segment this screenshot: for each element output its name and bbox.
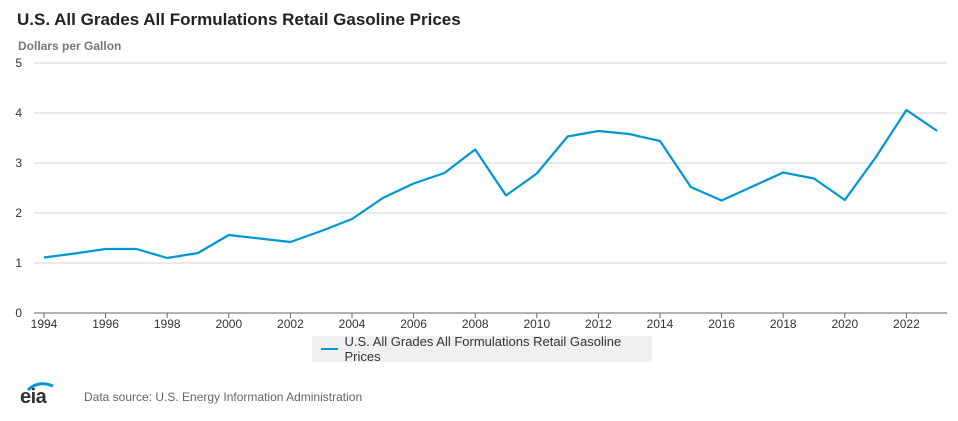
y-tick-label: 0 <box>15 306 22 320</box>
data-point[interactable] <box>286 238 294 246</box>
data-point[interactable] <box>656 137 664 145</box>
x-tick-label: 2004 <box>339 317 366 331</box>
data-point[interactable] <box>410 180 418 188</box>
eia-logo[interactable]: eia <box>20 380 56 408</box>
y-tick-label: 1 <box>15 256 22 270</box>
y-tick-label: 2 <box>15 206 22 220</box>
x-tick-label: 2022 <box>893 317 920 331</box>
y-tick-label: 3 <box>15 156 22 170</box>
data-point[interactable] <box>256 235 264 243</box>
data-source: Data source: U.S. Energy Information Adm… <box>84 390 363 404</box>
x-tick-label: 2020 <box>831 317 858 331</box>
data-point[interactable] <box>317 227 325 235</box>
data-point[interactable] <box>40 254 48 262</box>
data-point[interactable] <box>71 250 79 258</box>
data-point[interactable] <box>779 169 787 177</box>
legend-label: U.S. All Grades All Formulations Retail … <box>344 334 622 364</box>
data-point[interactable] <box>102 245 110 253</box>
x-tick-label: 2008 <box>462 317 489 331</box>
data-point[interactable] <box>132 245 140 253</box>
data-point[interactable] <box>841 196 849 204</box>
x-tick-label: 2016 <box>708 317 735 331</box>
x-tick-label: 2000 <box>215 317 242 331</box>
x-tick-labels: 1994 1996 1998 2000 2002 2004 2006 2008 2010 2012… <box>31 313 920 331</box>
chart-title: U.S. All Grades All Formulations Retail … <box>17 10 461 29</box>
y-tick-label: 5 <box>15 56 22 70</box>
x-tick-label: 1996 <box>92 317 119 331</box>
x-tick-label: 2006 <box>400 317 427 331</box>
data-point[interactable] <box>872 154 880 162</box>
data-point[interactable] <box>625 130 633 138</box>
legend-item[interactable]: U.S. All Grades All Formulations Retail … <box>312 334 652 364</box>
x-tick-label: 2018 <box>770 317 797 331</box>
data-point[interactable] <box>225 231 233 239</box>
x-tick-label: 2010 <box>523 317 550 331</box>
data-point[interactable] <box>902 106 910 114</box>
x-tick-label: 1998 <box>154 317 181 331</box>
data-point[interactable] <box>440 169 448 177</box>
series-line[interactable] <box>43 108 938 260</box>
data-point[interactable] <box>718 197 726 205</box>
x-tick-label: 1994 <box>31 317 58 331</box>
data-point[interactable] <box>933 127 941 135</box>
eia-logo-text: eia <box>20 386 47 408</box>
eia-arc-icon <box>26 382 54 392</box>
data-point[interactable] <box>163 254 171 262</box>
footer: eia Data source: U.S. Energy Information… <box>20 380 362 408</box>
series <box>40 106 941 262</box>
data-point[interactable] <box>533 170 541 178</box>
data-point[interactable] <box>379 194 387 202</box>
data-point[interactable] <box>194 249 202 257</box>
x-tick-label: 2012 <box>585 317 612 331</box>
gridlines <box>34 62 947 314</box>
data-point[interactable] <box>348 215 356 223</box>
data-point[interactable] <box>502 192 510 200</box>
y-tick-labels: 0 1 2 3 4 5 <box>15 56 22 320</box>
legend-swatch <box>321 348 338 350</box>
data-point[interactable] <box>810 175 818 183</box>
data-point[interactable] <box>594 127 602 135</box>
data-point[interactable] <box>748 183 756 191</box>
x-tick-label: 2002 <box>277 317 304 331</box>
data-point[interactable] <box>687 183 695 191</box>
y-tick-label: 4 <box>15 106 22 120</box>
data-point[interactable] <box>471 146 479 154</box>
y-axis-label: Dollars per Gallon <box>18 39 122 53</box>
data-point[interactable] <box>564 133 572 141</box>
x-tick-label: 2014 <box>647 317 674 331</box>
